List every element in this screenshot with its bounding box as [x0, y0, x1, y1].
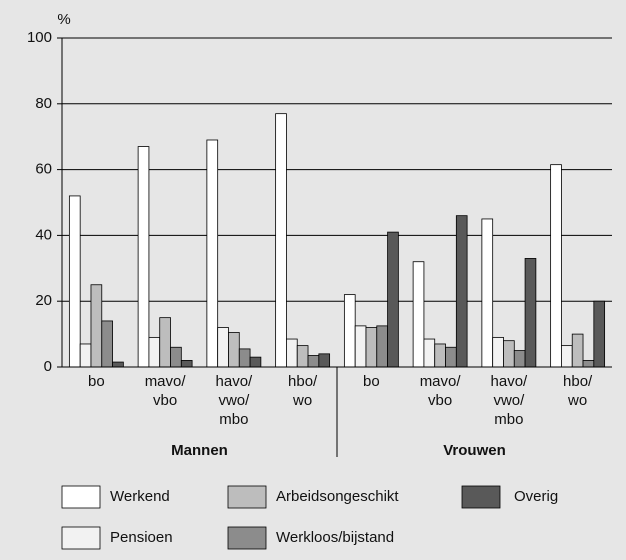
x-tick-label: vbo — [153, 392, 177, 409]
bar — [513, 350, 526, 368]
bar — [524, 258, 537, 368]
bar — [445, 346, 457, 368]
y-tick-label: 60 — [35, 161, 52, 178]
x-tick-label: mavo/ — [420, 373, 462, 390]
bar — [170, 346, 182, 368]
bar — [68, 195, 81, 368]
bar — [137, 146, 150, 368]
x-tick-label: wo — [292, 392, 312, 409]
y-tick-label: 0 — [44, 358, 52, 375]
x-tick-label: vwo/ — [218, 392, 250, 409]
y-tick-label: 40 — [35, 226, 52, 243]
bar — [434, 343, 446, 368]
bar — [365, 327, 378, 368]
x-tick-label: mavo/ — [145, 373, 187, 390]
legend-swatch — [227, 485, 267, 509]
bar — [79, 343, 92, 368]
bar — [412, 261, 425, 368]
bar — [180, 360, 193, 368]
x-tick-label: hbo/ — [288, 373, 318, 390]
bar — [307, 355, 320, 368]
bar — [148, 336, 161, 368]
legend-label: Arbeidsongeschikt — [276, 488, 399, 505]
x-tick-label: mbo — [494, 411, 523, 428]
bar — [571, 333, 584, 368]
bar — [238, 348, 251, 368]
bar — [159, 317, 171, 368]
y-axis-label: % — [57, 11, 70, 28]
x-tick-label: havo/ — [491, 373, 529, 390]
bar — [593, 300, 606, 368]
legend-label: Werkend — [110, 488, 170, 505]
bar — [206, 139, 219, 368]
legend-label: Werkloos/bijstand — [276, 529, 394, 546]
bar — [354, 325, 367, 368]
x-tick-label: havo/ — [216, 373, 254, 390]
legend-swatch — [227, 526, 267, 550]
y-tick-label: 80 — [35, 95, 52, 112]
bar — [481, 218, 494, 368]
bar — [582, 360, 595, 368]
x-tick-label: hbo/ — [563, 373, 593, 390]
legend-swatch — [461, 485, 501, 509]
x-tick-label: mbo — [219, 411, 248, 428]
y-tick-label: 100 — [27, 29, 52, 46]
group-label: Vrouwen — [443, 442, 506, 459]
bar — [318, 353, 331, 368]
legend-swatch — [61, 526, 101, 550]
bar — [423, 338, 436, 368]
x-tick-label: vbo — [428, 392, 452, 409]
bar — [286, 338, 298, 368]
bar — [90, 284, 103, 368]
bar — [503, 340, 515, 368]
x-tick-label: vwo/ — [493, 392, 525, 409]
bar — [376, 325, 388, 368]
group-label: Mannen — [171, 442, 228, 459]
bar — [249, 356, 262, 368]
bar — [550, 164, 562, 368]
bar — [492, 336, 504, 368]
bar — [228, 332, 240, 368]
bar — [275, 113, 287, 368]
bar — [296, 345, 309, 368]
legend-label: Overig — [514, 488, 558, 505]
bar — [343, 294, 356, 368]
bar — [561, 345, 573, 368]
legend-swatch — [61, 485, 101, 509]
y-tick-label: 20 — [35, 292, 52, 309]
bar — [101, 320, 113, 368]
legend-label: Pensioen — [110, 529, 173, 546]
x-tick-label: wo — [567, 392, 587, 409]
bar — [217, 327, 229, 368]
x-tick-label: bo — [88, 373, 105, 390]
bar — [112, 361, 124, 368]
bar — [455, 215, 468, 368]
bar — [387, 231, 399, 368]
x-tick-label: bo — [363, 373, 380, 390]
